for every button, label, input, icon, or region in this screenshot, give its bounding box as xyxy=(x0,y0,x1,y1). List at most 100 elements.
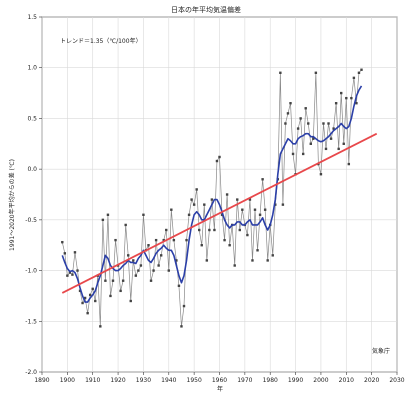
annual-point xyxy=(334,102,338,105)
annual-point xyxy=(94,299,97,303)
x-tick-label: 1990 xyxy=(288,377,303,384)
annual-point xyxy=(205,259,209,262)
x-tick-label: 2020 xyxy=(364,377,379,384)
annual-point xyxy=(86,311,89,315)
annual-point xyxy=(286,112,290,115)
annual-point xyxy=(327,122,330,125)
annual-point xyxy=(236,198,239,201)
annual-point xyxy=(314,71,318,74)
annual-point xyxy=(111,279,115,282)
annual-point xyxy=(352,76,356,80)
x-tick-label: 1950 xyxy=(187,377,202,384)
annual-point xyxy=(241,208,244,211)
annual-point xyxy=(246,233,249,237)
y-axis: -2.0 -1.5 -1.0 -0.5 0.0 0.5 1.0 1.5 xyxy=(25,14,42,376)
x-tick-label: 1960 xyxy=(212,377,227,384)
annual-point xyxy=(355,102,358,105)
x-axis-label: 年 xyxy=(217,385,223,393)
annual-point xyxy=(304,107,307,110)
annual-point xyxy=(61,240,64,244)
annual-point xyxy=(170,208,173,211)
annual-point xyxy=(274,203,277,206)
annual-point xyxy=(119,289,122,293)
trend-label: トレンド＝1.35（℃/100年） xyxy=(60,37,142,45)
annual-point xyxy=(147,244,150,247)
annual-point xyxy=(187,213,191,216)
annual-point xyxy=(137,269,140,272)
annual-point xyxy=(238,228,241,232)
annual-line xyxy=(61,69,362,327)
annual-point xyxy=(91,287,94,291)
annual-point xyxy=(200,244,203,247)
y-tick-label: 0.5 xyxy=(27,115,37,122)
y-tick-label: 1.5 xyxy=(27,14,37,21)
x-tick-label: 1970 xyxy=(237,377,252,384)
annual-point xyxy=(299,117,302,120)
annual-point xyxy=(132,259,135,262)
x-tick-label: 1900 xyxy=(60,377,75,384)
annual-point xyxy=(309,142,312,145)
annual-point xyxy=(175,259,178,262)
annual-point xyxy=(180,325,183,328)
annual-point xyxy=(256,249,259,252)
annual-point xyxy=(342,142,345,145)
annual-point xyxy=(291,152,295,156)
annual-point xyxy=(357,71,361,74)
annual-point xyxy=(139,264,143,267)
annual-point xyxy=(253,208,257,211)
annual-point xyxy=(208,228,211,232)
annual-point xyxy=(162,238,165,242)
x-tick-label: 1910 xyxy=(85,377,100,384)
annual-point xyxy=(114,238,117,242)
annual-point xyxy=(165,228,168,232)
annual-point xyxy=(307,122,310,125)
x-tick-label: 1940 xyxy=(161,377,176,384)
annual-point xyxy=(271,254,274,257)
annual-point xyxy=(261,178,264,181)
x-tick-label: 1890 xyxy=(34,377,49,384)
y-tick-label: 1.0 xyxy=(27,65,37,72)
annual-point xyxy=(233,264,236,267)
annual-point xyxy=(152,269,155,272)
y-axis-label: 1991〜2020年平均からの差 (℃) xyxy=(8,159,16,251)
annual-point xyxy=(198,228,201,232)
annual-point xyxy=(81,301,84,305)
annual-point xyxy=(350,96,353,100)
annual-point xyxy=(134,274,138,277)
annual-point xyxy=(124,223,127,227)
annual-point xyxy=(121,279,125,282)
annual-point xyxy=(324,147,328,151)
annual-point xyxy=(215,159,219,163)
annual-point xyxy=(73,251,77,254)
annual-point xyxy=(129,299,132,303)
annual-point xyxy=(149,279,153,282)
annual-point xyxy=(63,252,67,255)
annual-point xyxy=(109,294,112,298)
annual-point xyxy=(210,198,214,201)
annual-point xyxy=(301,152,305,156)
annual-point xyxy=(248,198,252,201)
gridlines xyxy=(41,16,398,373)
chart-title: 日本の年平均気温偏差 xyxy=(171,5,241,14)
annual-point xyxy=(203,203,206,206)
annual-point xyxy=(104,279,107,282)
annual-point xyxy=(281,203,285,206)
annual-point xyxy=(296,127,300,130)
x-tick-label: 2010 xyxy=(339,377,354,384)
annual-point xyxy=(88,293,92,297)
annual-point xyxy=(319,173,323,176)
annual-point xyxy=(218,155,221,159)
annual-point xyxy=(142,213,145,216)
annual-point xyxy=(66,274,69,277)
annual-point xyxy=(78,289,82,293)
annual-point xyxy=(127,254,130,257)
x-tick-label: 1930 xyxy=(136,377,151,384)
annual-point xyxy=(251,259,254,262)
annual-point xyxy=(312,137,315,140)
annual-point xyxy=(167,269,170,272)
annual-point xyxy=(220,213,224,216)
y-tick-label: -1.5 xyxy=(25,318,37,325)
annual-point xyxy=(68,271,72,274)
x-tick-label: 1920 xyxy=(110,377,125,384)
